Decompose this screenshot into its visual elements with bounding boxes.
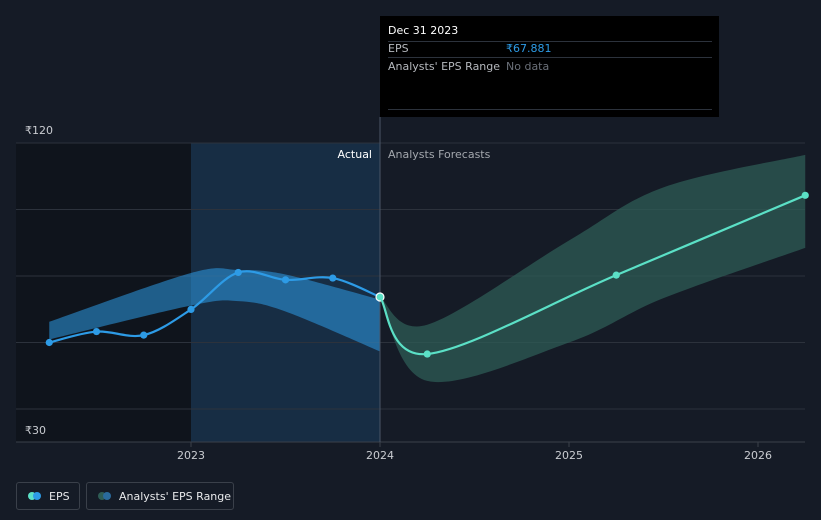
legend-range-label: Analysts' EPS Range [119, 489, 232, 503]
tooltip-date: Dec 31 2023 [388, 24, 459, 37]
actual-eps-point [45, 338, 53, 347]
tooltip-divider [388, 57, 712, 58]
legend-eps-button[interactable]: EPS [16, 482, 80, 510]
forecast-eps-line [379, 194, 806, 356]
actual-eps-point [281, 276, 290, 284]
tooltip-divider [388, 41, 712, 42]
legend-range-button[interactable]: Analysts' EPS Range [86, 482, 234, 510]
forecast-eps-point [423, 350, 431, 358]
eps-legend-icon [28, 492, 41, 500]
tooltip: Dec 31 2023 EPS ₹67.881 Analysts' EPS Ra… [380, 16, 719, 117]
actual-eps-point [140, 331, 148, 339]
x-tick-label: 2024 [366, 449, 394, 462]
range-legend-icon [98, 492, 111, 500]
actual-eps-point [92, 327, 101, 336]
forecast-eps-point [801, 191, 809, 199]
tooltip-eps-value: ₹67.881 [506, 42, 552, 55]
x-tick-label: 2025 [555, 449, 583, 462]
tooltip-divider [388, 109, 712, 110]
actual-range-band [49, 268, 380, 352]
y-tick-label-top: ₹120 [25, 124, 53, 137]
x-tick-label: 2026 [744, 449, 772, 462]
x-tick-label: 2023 [177, 449, 205, 462]
forecast-range-band [380, 154, 806, 383]
tooltip-range-value: No data [506, 60, 550, 73]
tooltip-range-label: Analysts' EPS Range [388, 60, 501, 73]
actual-eps-point [187, 305, 195, 313]
legend-eps-label: EPS [49, 489, 70, 503]
tooltip-eps-label: EPS [388, 42, 409, 55]
actual-eps-point [234, 268, 242, 277]
actual-eps-line [48, 270, 381, 344]
forecast-label: Analysts Forecasts [388, 148, 491, 161]
y-tick-label-bottom: ₹30 [25, 424, 46, 437]
actual-label: Actual [338, 148, 372, 161]
forecast-eps-point [612, 271, 620, 279]
actual-eps-point [329, 274, 337, 282]
